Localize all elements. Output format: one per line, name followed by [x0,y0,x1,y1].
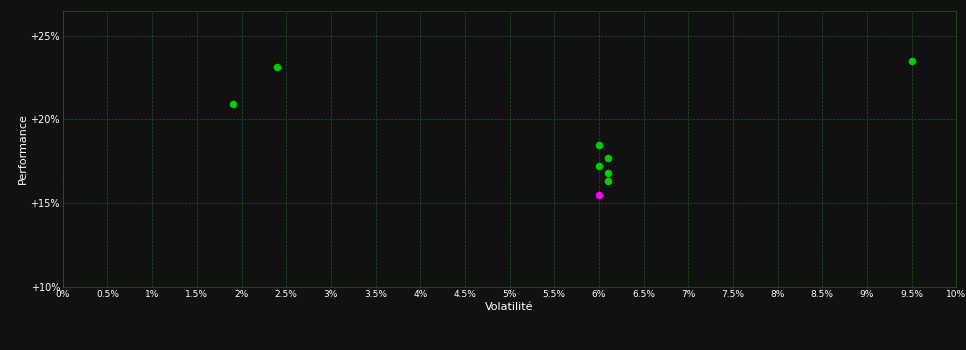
Point [270,65,285,70]
X-axis label: Volatilité: Volatilité [485,302,534,312]
Point [600,170,615,176]
Point [225,102,241,107]
Point [591,142,607,147]
Point [591,192,607,198]
Point [600,155,615,161]
Y-axis label: Performance: Performance [17,113,28,184]
Point [600,178,615,184]
Point [904,58,920,64]
Point [591,163,607,169]
